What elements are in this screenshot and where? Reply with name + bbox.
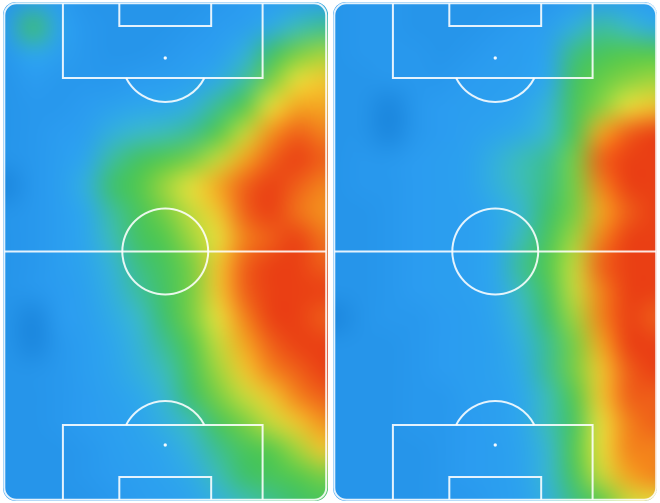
pitch-markings-left	[3, 2, 328, 501]
penalty-box-top	[391, 3, 594, 79]
penalty-box-top	[61, 3, 264, 79]
penalty-spot-top	[493, 56, 497, 60]
pitch-left	[3, 2, 328, 501]
penalty-spot-bottom	[493, 443, 497, 447]
penalty-spot-bottom	[163, 443, 167, 447]
center-circle	[121, 207, 210, 296]
pitch-right	[332, 2, 657, 501]
goal-area-bottom	[447, 476, 542, 500]
penalty-box-bottom	[391, 424, 594, 500]
center-circle	[450, 207, 539, 296]
pitch-boundary	[3, 2, 328, 501]
penalty-arc-top	[454, 77, 535, 104]
goal-area-top	[447, 3, 542, 27]
pitch-markings-right	[332, 2, 657, 501]
goal-area-top	[118, 3, 213, 27]
penalty-arc-top	[125, 77, 206, 104]
pitch-boundary	[332, 2, 657, 501]
penalty-spot-top	[163, 56, 167, 60]
penalty-arc-bottom	[125, 399, 206, 426]
penalty-arc-bottom	[454, 399, 535, 426]
goal-area-bottom	[118, 476, 213, 500]
penalty-box-bottom	[61, 424, 264, 500]
